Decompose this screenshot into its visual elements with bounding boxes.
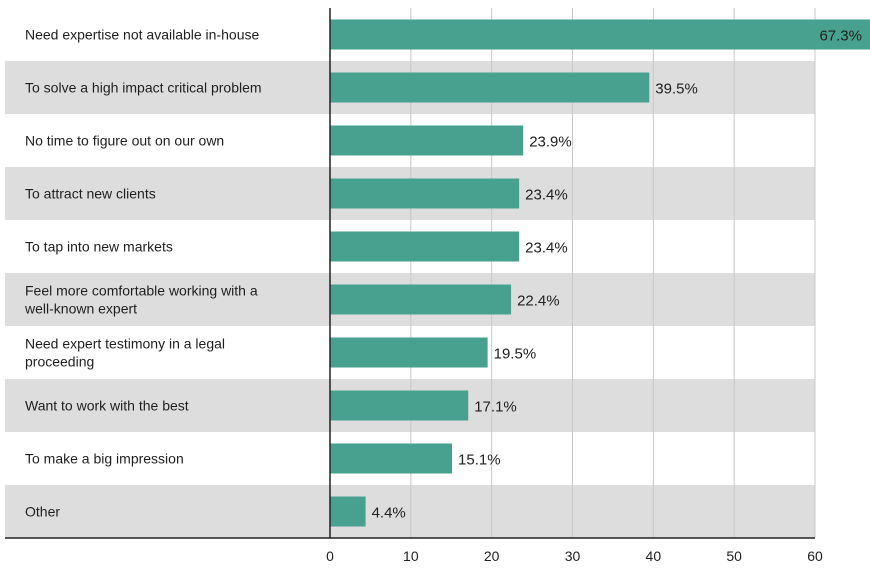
x-tick-label: 10 — [403, 548, 419, 564]
x-tick-labels: 0 10 20 30 40 50 60 — [326, 548, 823, 564]
bar — [330, 337, 488, 368]
bar — [330, 284, 512, 315]
x-tick-label: 40 — [646, 548, 662, 564]
category-label: To attract new clients — [25, 186, 156, 202]
category-labels: Need expertise not available in-house To … — [24, 27, 262, 520]
bar — [330, 496, 366, 527]
category-label: No time to figure out on our own — [25, 133, 224, 149]
value-label: 23.9% — [529, 134, 572, 151]
value-label: 67.3% — [819, 28, 862, 45]
row-band — [5, 485, 815, 538]
category-label: Need expert testimony in a legal proceedi… — [25, 336, 225, 370]
category-label: Want to work with the best — [25, 398, 189, 414]
value-label: 17.1% — [474, 399, 517, 416]
category-label: Other — [25, 504, 60, 520]
x-tick-label: 60 — [807, 548, 823, 564]
value-label: 23.4% — [525, 240, 568, 257]
value-label: 22.4% — [517, 293, 560, 310]
x-tick-label: 30 — [565, 548, 581, 564]
value-label: 39.5% — [655, 81, 698, 98]
category-label: Need expertise not available in-house — [25, 27, 259, 43]
bar — [330, 125, 524, 156]
category-label: Feel more comfortable working with a well… — [24, 283, 258, 317]
category-label: To solve a high impact critical problem — [25, 80, 262, 96]
value-labels: 67.3% 39.5% 23.9% 23.4% 23.4% 22.4% 19.5% 17.1%… — [372, 28, 862, 522]
bar — [330, 231, 520, 262]
category-label: To make a big impression — [25, 451, 184, 467]
value-label: 15.1% — [458, 452, 501, 469]
bar — [330, 72, 650, 103]
bar — [330, 443, 453, 474]
value-label: 4.4% — [372, 505, 406, 522]
bar — [330, 390, 469, 421]
x-tick-label: 50 — [726, 548, 742, 564]
bar — [330, 178, 520, 209]
bar — [330, 19, 870, 50]
value-label: 23.4% — [525, 187, 568, 204]
axes — [5, 8, 815, 539]
bars — [330, 19, 870, 527]
category-label: To tap into new markets — [25, 239, 173, 255]
value-label: 19.5% — [494, 346, 537, 363]
x-tick-label: 0 — [326, 548, 334, 564]
x-tick-label: 20 — [484, 548, 500, 564]
